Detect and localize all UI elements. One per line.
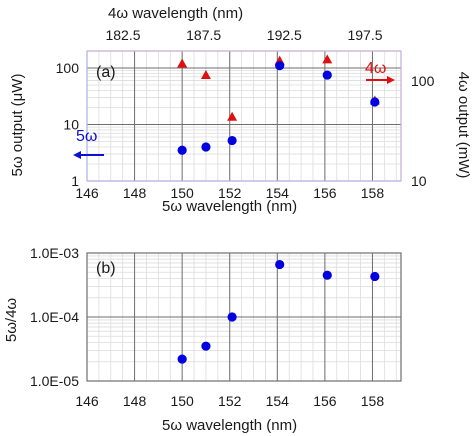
panel-a-top-x-axis-label: 4ω wavelength (nm) bbox=[108, 5, 243, 22]
panel-a-x-tick-label: 152 bbox=[218, 185, 242, 201]
panel-b: 146 148 150 152 154 156 158 1.0E-05 1.0E-04 1.0E-… bbox=[3, 245, 402, 434]
panel-a-x-tick-label: 148 bbox=[123, 185, 147, 201]
panel-b-x-tick-label: 146 bbox=[75, 393, 99, 409]
panel-a-5w-circle-point bbox=[201, 142, 211, 152]
panel-a-data-marks bbox=[177, 54, 380, 155]
panel-a-5w-circle-point bbox=[322, 70, 332, 80]
panel-b-data-marks bbox=[177, 259, 380, 364]
panel-b-plot-frame bbox=[86, 252, 402, 382]
panel-b-ratio-circle-point bbox=[227, 312, 237, 322]
panel-a-right-y-axis-label: 4ω output (mW) bbox=[455, 72, 472, 179]
panel-b-ratio-circle-point bbox=[370, 271, 380, 282]
panel-a: 146 148 150 152 154 156 158 1 10 100 10 100 182.5 187… bbox=[9, 5, 472, 215]
panel-b-ratio-circle-point bbox=[177, 354, 187, 364]
panel-a-4w-triangle-point bbox=[200, 70, 211, 80]
panel-b-ratio-circle-point bbox=[275, 259, 285, 270]
panel-b-ratio-circle-point bbox=[201, 341, 211, 351]
panel-a-5w-circle-point bbox=[177, 145, 187, 155]
panel-a-5w-circle-point bbox=[227, 135, 237, 146]
panel-b-y-axis-label: 5ω/4ω bbox=[3, 298, 20, 343]
panel-a-top-x-tick-label: 197.5 bbox=[347, 27, 382, 43]
panel-a-4w-triangle-point bbox=[227, 111, 238, 121]
panel-a-plot-frame bbox=[86, 50, 402, 182]
panel-b-tick-labels: 146 148 150 152 154 156 158 1.0E-05 1.0E-04 1.0E-… bbox=[30, 245, 384, 409]
panel-b-x-tick-label: 150 bbox=[170, 393, 194, 409]
panel-b-x-tick-label: 154 bbox=[266, 393, 290, 409]
panel-a-right-y-tick-label: 100 bbox=[411, 73, 435, 89]
panel-b-y-tick-label: 1.0E-03 bbox=[30, 245, 79, 261]
panel-b-x-tick-label: 148 bbox=[123, 393, 147, 409]
panel-a-top-x-tick-label: 187.5 bbox=[186, 27, 221, 43]
panel-a-4w-triangle-point bbox=[177, 58, 188, 68]
panel-a-4w-triangle-point bbox=[322, 54, 333, 64]
panel-a-left-y-tick-label: 1 bbox=[71, 173, 79, 189]
panel-b-x-tick-label: 158 bbox=[361, 393, 385, 409]
panel-a-label: (a) bbox=[96, 64, 116, 81]
panel-a-right-y-tick-label: 10 bbox=[411, 173, 427, 189]
panel-a-bottom-x-axis-label: 5ω wavelength (nm) bbox=[162, 198, 297, 215]
panel-a-5w-circle-point bbox=[275, 61, 285, 71]
legend-5w-arrow bbox=[73, 151, 104, 159]
legend-4w-arrow bbox=[366, 76, 395, 84]
panel-a-tick-labels: 146 148 150 152 154 156 158 1 10 100 10 100 182.5 187… bbox=[56, 27, 435, 201]
panel-a-left-y-tick-label: 10 bbox=[63, 117, 79, 133]
panel-b-y-tick-label: 1.0E-04 bbox=[30, 309, 79, 325]
panel-a-x-tick-label: 156 bbox=[313, 185, 337, 201]
panel-a-5w-circle-point bbox=[370, 97, 380, 107]
panel-b-x-tick-label: 152 bbox=[218, 393, 242, 409]
legend-5w-label: 5ω bbox=[76, 128, 97, 145]
panel-a-x-tick-label: 158 bbox=[361, 185, 385, 201]
panel-a-left-y-tick-label: 100 bbox=[56, 60, 80, 76]
panel-b-x-axis-label: 5ω wavelength (nm) bbox=[162, 417, 297, 434]
panel-a-x-tick-label: 150 bbox=[170, 185, 194, 201]
panel-a-x-tick-label: 154 bbox=[266, 185, 290, 201]
panel-a-left-y-axis-label: 5ω output (μW) bbox=[9, 74, 26, 177]
panel-a-top-x-tick-label: 192.5 bbox=[267, 27, 302, 43]
panel-b-minor-grid bbox=[86, 253, 401, 381]
panel-b-label: (b) bbox=[96, 260, 116, 277]
panel-b-ratio-circle-point bbox=[322, 270, 332, 280]
panel-a-top-x-tick-label: 182.5 bbox=[105, 27, 140, 43]
panel-b-x-tick-label: 156 bbox=[313, 393, 337, 409]
legend-4w-label: 4ω bbox=[365, 60, 386, 77]
panel-b-y-tick-label: 1.0E-05 bbox=[30, 373, 79, 389]
panel-a-x-tick-label: 146 bbox=[75, 185, 99, 201]
